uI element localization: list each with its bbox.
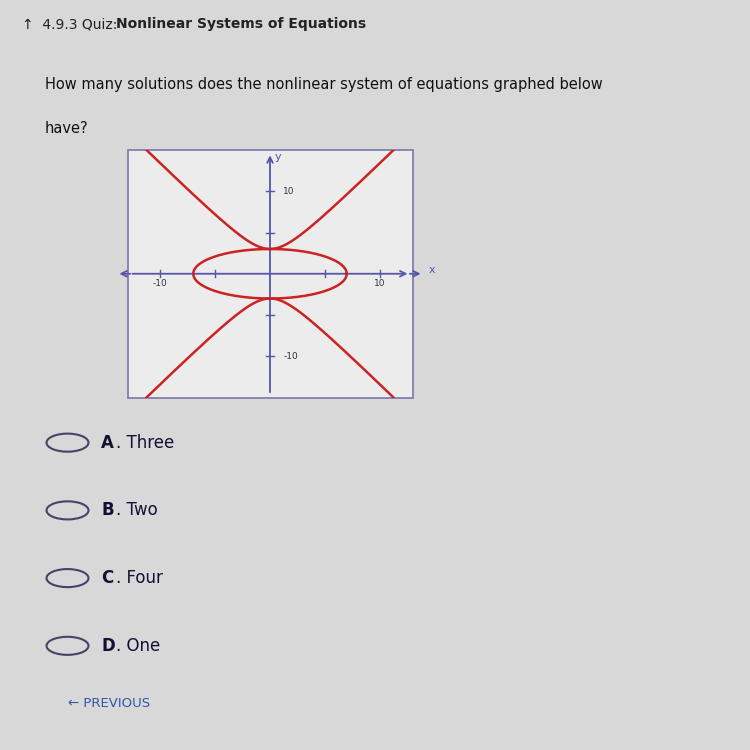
Text: A: A <box>101 433 114 451</box>
Text: . Two: . Two <box>116 502 158 519</box>
Text: x: x <box>429 265 436 274</box>
Text: -10: -10 <box>284 352 298 361</box>
Text: . Three: . Three <box>116 433 175 451</box>
Text: C: C <box>101 569 113 587</box>
Text: ↑  4.9.3 Quiz:: ↑ 4.9.3 Quiz: <box>22 17 122 32</box>
Text: -10: -10 <box>153 279 168 288</box>
Text: D: D <box>101 637 115 655</box>
Text: 10: 10 <box>374 279 386 288</box>
Text: have?: have? <box>45 121 88 136</box>
Text: 10: 10 <box>284 187 295 196</box>
Text: B: B <box>101 502 114 519</box>
Text: ← PREVIOUS: ← PREVIOUS <box>68 698 149 710</box>
Text: . One: . One <box>116 637 160 655</box>
Text: How many solutions does the nonlinear system of equations graphed below: How many solutions does the nonlinear sy… <box>45 77 603 92</box>
Text: y: y <box>274 152 281 163</box>
Text: Nonlinear Systems of Equations: Nonlinear Systems of Equations <box>116 17 366 32</box>
Text: . Four: . Four <box>116 569 164 587</box>
